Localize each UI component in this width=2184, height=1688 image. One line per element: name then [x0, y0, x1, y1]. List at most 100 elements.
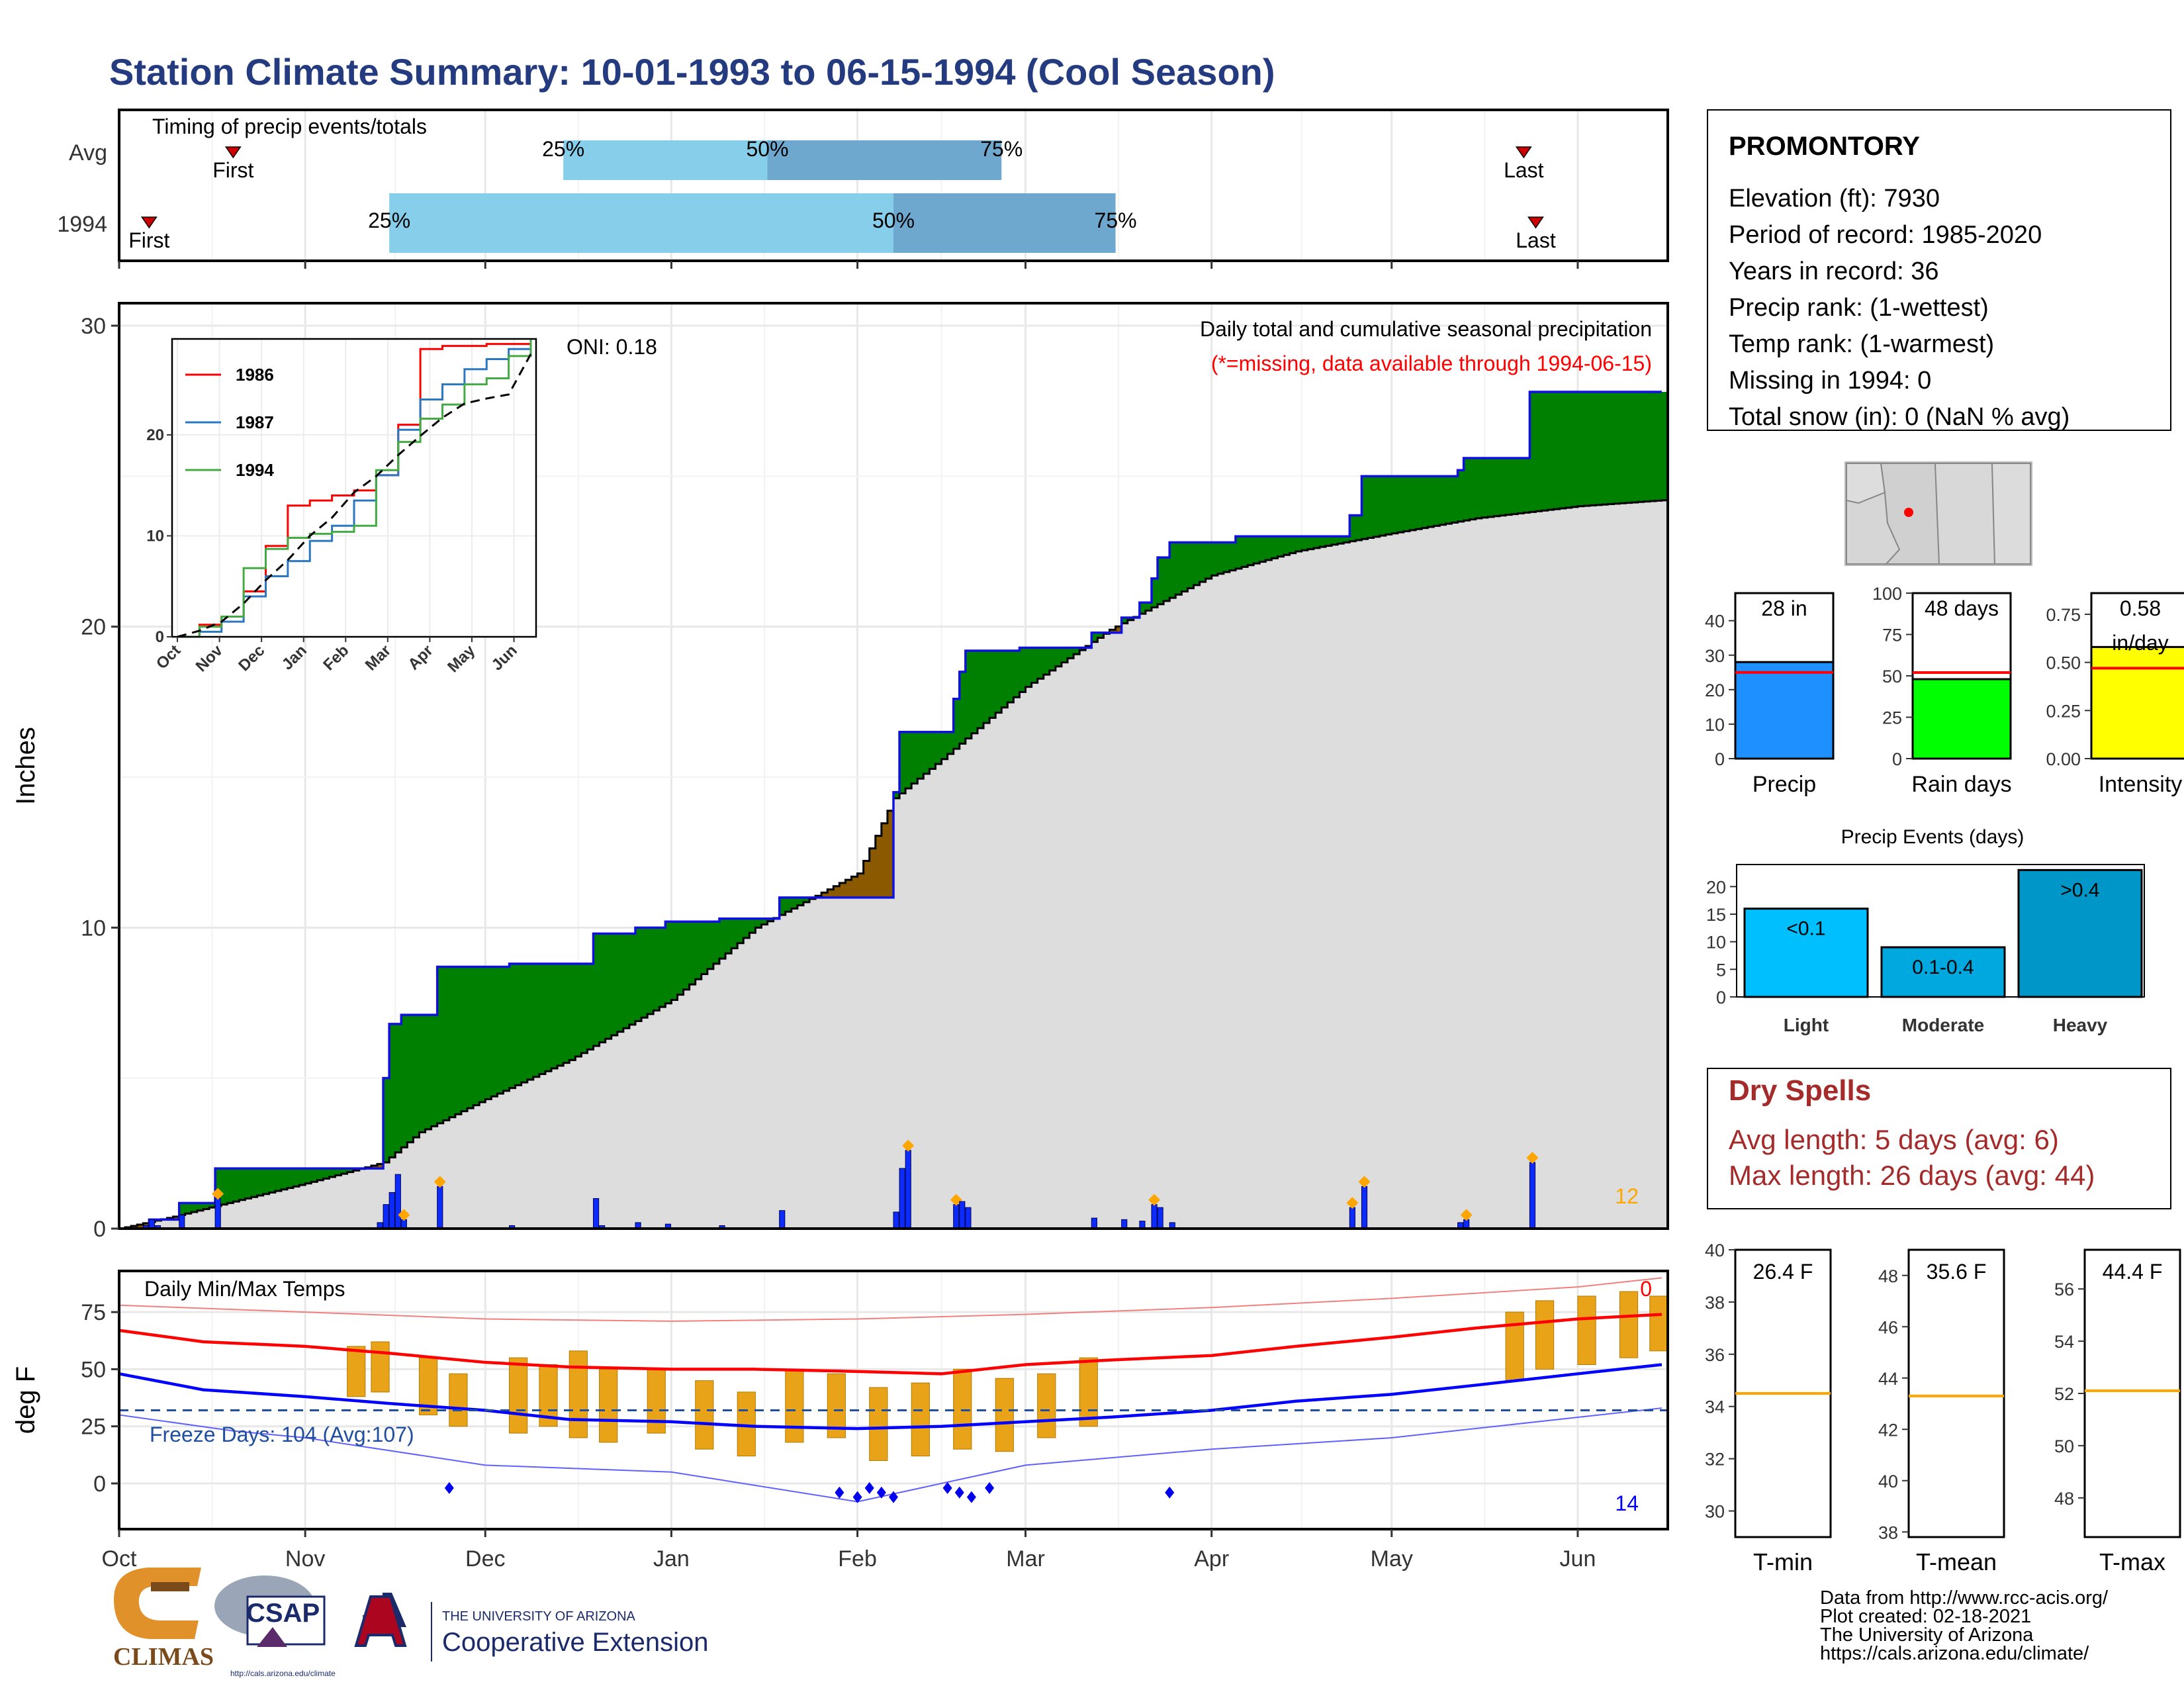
- csap-url: http://cals.arizona.edu/climate: [230, 1669, 336, 1678]
- x-tick-label-feb: Feb: [838, 1546, 877, 1571]
- surplus-day: [449, 966, 456, 1117]
- surplus-day: [437, 966, 444, 1123]
- deficit-day: [173, 1216, 180, 1220]
- daily-precip-bar: [905, 1150, 911, 1229]
- precip-y-tick-label: 20: [81, 615, 106, 640]
- surplus-day: [1661, 392, 1668, 500]
- temp-panel-border: [118, 1270, 1669, 1530]
- surplus-day: [197, 1203, 204, 1211]
- record-cold-marker: [835, 1486, 844, 1499]
- footer-website: https://cals.arizona.edu/climate/: [1820, 1643, 2089, 1664]
- surplus-day: [1416, 476, 1422, 530]
- precip-events-y-tick-label: 15: [1706, 905, 1726, 925]
- surplus-day: [1445, 476, 1453, 524]
- timing-bar-25-50: [389, 193, 893, 253]
- daily-precip-bar: [437, 1186, 443, 1229]
- temp-box-y-tick-label: 38: [1878, 1523, 1898, 1542]
- surplus-day: [1055, 647, 1062, 667]
- surplus-day: [1397, 476, 1404, 533]
- inset-y-tick-label: 20: [146, 426, 164, 444]
- surplus-day: [1068, 647, 1074, 659]
- surplus-day: [1187, 542, 1195, 588]
- inset-lines: [177, 339, 532, 638]
- heavy-day-marker: [1148, 1194, 1161, 1206]
- precip-events-y-tick-label: 20: [1706, 877, 1726, 897]
- timing-bar-50-75: [893, 193, 1116, 253]
- precip-y-tick-label: 10: [81, 915, 106, 941]
- x-tick-label-jun: Jun: [1560, 1546, 1596, 1571]
- surplus-day: [1193, 542, 1201, 585]
- timing-label-25: 25%: [542, 137, 584, 161]
- inset-legend-label: 1994: [236, 460, 274, 480]
- surplus-day: [1422, 476, 1428, 528]
- summary-bar-y-tick-label: 0: [1892, 749, 1902, 769]
- daily-precip-bar: [148, 1219, 156, 1229]
- daily-temp-range-bar: [569, 1350, 588, 1438]
- surplus-day: [923, 731, 931, 774]
- surplus-day: [1343, 536, 1350, 543]
- surplus-day: [635, 927, 642, 1021]
- record-cold-marker: [852, 1491, 862, 1503]
- surplus-day: [227, 1168, 234, 1203]
- surplus-day: [1049, 647, 1056, 671]
- surplus-day: [1559, 392, 1567, 509]
- surplus-day: [1338, 536, 1344, 544]
- surplus-day: [1349, 515, 1356, 541]
- surplus-day: [1506, 458, 1512, 515]
- summary-bar-y-tick-label: 50: [1882, 667, 1902, 686]
- surplus-day: [311, 1168, 318, 1182]
- surplus-day: [1019, 647, 1026, 692]
- dry-spells-title: Dry Spells: [1729, 1074, 1871, 1107]
- surplus-day: [599, 933, 606, 1043]
- footer-university: The University of Arizona: [1820, 1624, 2034, 1646]
- daily-precip-bar: [959, 1201, 966, 1229]
- surplus-day: [1301, 536, 1308, 551]
- surplus-day: [515, 963, 522, 1086]
- deficit-day: [887, 810, 894, 898]
- surplus-day: [1529, 392, 1537, 512]
- surplus-day: [767, 918, 774, 921]
- surplus-day: [1217, 542, 1224, 574]
- surplus-day: [1145, 602, 1152, 611]
- precip-events-bar-heavy: [2017, 868, 2143, 998]
- precip-events-y-tick-label: 5: [1716, 960, 1726, 980]
- daily-precip-bar: [893, 1211, 899, 1229]
- surplus-day: [539, 963, 546, 1074]
- surplus-day: [491, 966, 498, 1097]
- surplus-day: [1637, 392, 1645, 502]
- surplus-day: [1001, 651, 1008, 708]
- surplus-day: [1590, 392, 1596, 506]
- surplus-day: [1332, 536, 1338, 545]
- surplus-day: [1571, 392, 1578, 507]
- surplus-day: [191, 1203, 198, 1212]
- timing-last-marker: [1515, 146, 1532, 159]
- x-tick-label-dec: Dec: [465, 1546, 505, 1571]
- surplus-day: [605, 933, 612, 1039]
- surplus-day: [785, 897, 792, 912]
- surplus-day: [275, 1168, 282, 1192]
- surplus-day: [941, 731, 948, 759]
- inset-y-tick-label: 0: [156, 628, 164, 646]
- surplus-day: [1428, 476, 1434, 527]
- deficit-day: [131, 1225, 138, 1229]
- surplus-day: [431, 1015, 438, 1127]
- daily-precip-bar: [394, 1174, 401, 1229]
- daily-temp-range-bar: [695, 1380, 714, 1450]
- temp-y-label: deg F: [11, 1366, 40, 1434]
- surplus-day: [653, 927, 660, 1011]
- heavy-day-marker: [902, 1139, 915, 1152]
- inset-legend-label: 1987: [236, 412, 274, 432]
- daily-temp-range-bar: [785, 1368, 804, 1443]
- surplus-day: [1307, 536, 1314, 549]
- surplus-day: [1205, 542, 1212, 579]
- station-line-precip-rank: Precip rank: (1-wettest): [1729, 294, 1989, 322]
- surplus-day: [1289, 536, 1297, 553]
- surplus-day: [467, 966, 474, 1109]
- deficit-day: [857, 873, 864, 898]
- surplus-day: [1259, 536, 1266, 562]
- surplus-day: [1313, 536, 1320, 548]
- station-name: PROMONTORY: [1729, 132, 1920, 161]
- inset-series-line-1994: [177, 339, 532, 638]
- surplus-day: [1025, 647, 1032, 687]
